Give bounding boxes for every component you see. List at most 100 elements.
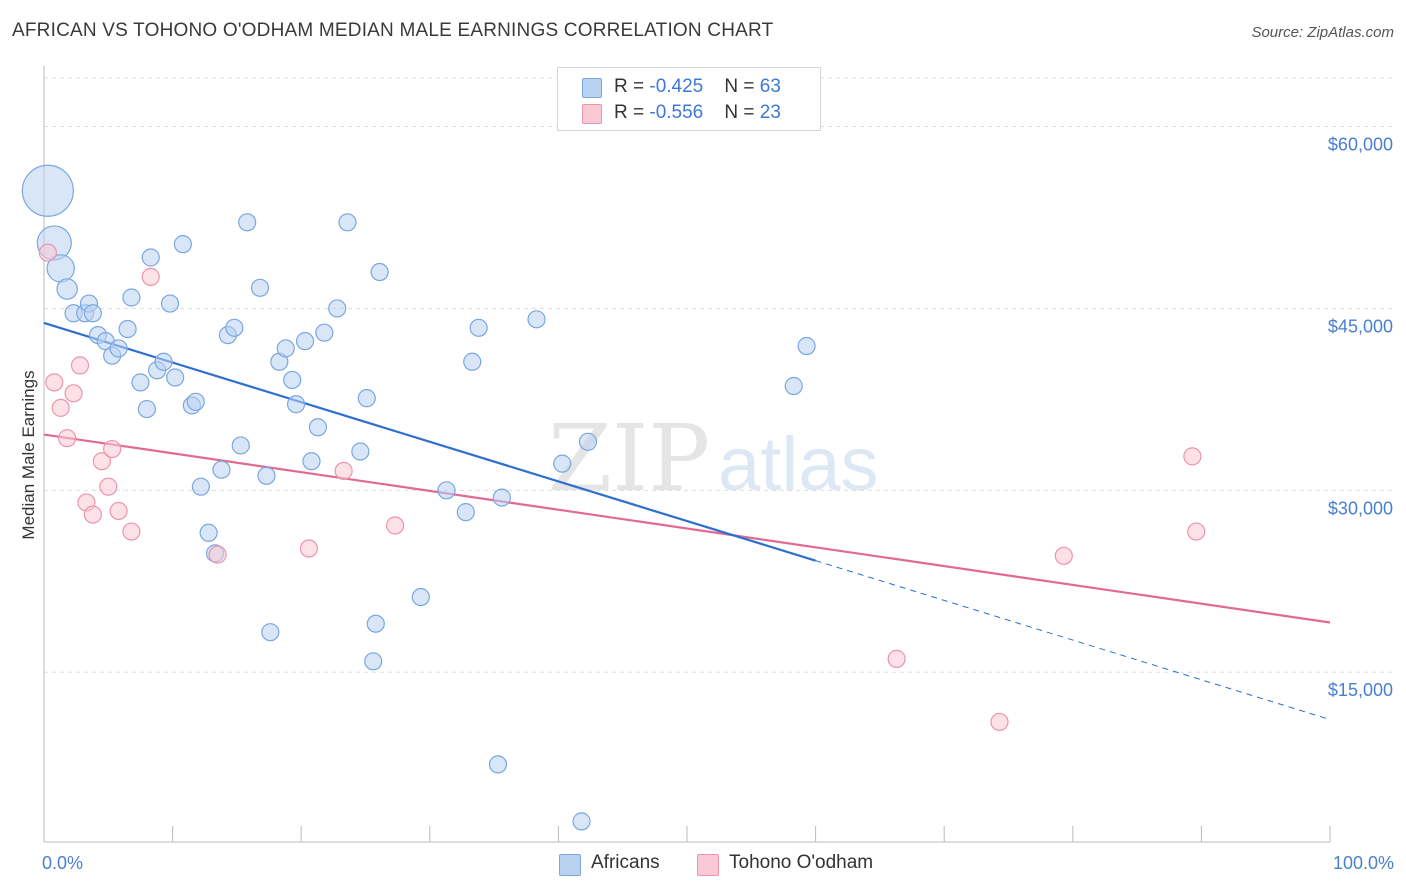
africans-point	[572, 812, 591, 831]
africans-point	[250, 278, 270, 297]
africans-point	[191, 477, 210, 496]
tohono-legend-swatch	[697, 854, 719, 876]
africans-point	[238, 213, 257, 232]
source-label: Source: ZipAtlas.com	[1251, 24, 1394, 41]
africans-point	[141, 248, 160, 267]
watermark-zip: ZIP	[548, 405, 710, 512]
tohono-point	[1054, 546, 1073, 565]
africans-point	[173, 235, 192, 254]
tohono-point	[51, 398, 70, 417]
x-tick-label-max: 100.0%	[1333, 853, 1394, 873]
africans-point	[492, 488, 511, 507]
africans-point	[231, 436, 250, 455]
legend-r-label: R =	[614, 102, 650, 123]
africans-point	[109, 339, 128, 358]
africans-point	[578, 432, 598, 451]
africans-point	[131, 373, 150, 392]
y-tick-label: $15,000	[1328, 680, 1393, 700]
legend-r-label: R =	[614, 76, 650, 97]
africans-point	[315, 323, 334, 342]
africans-point	[797, 336, 816, 356]
watermark-atlas: atlas	[718, 422, 879, 507]
tohono-point	[122, 522, 141, 541]
watermark: ZIP atlas	[548, 405, 879, 512]
africans-legend-label: Africans	[591, 852, 660, 873]
africans-point	[122, 288, 141, 307]
legend-r-value: -0.425	[649, 76, 704, 97]
africans-point	[553, 454, 572, 473]
africans-point	[784, 376, 803, 396]
tohono-point	[83, 505, 102, 524]
africans-point	[212, 460, 231, 479]
tohono-point	[208, 545, 227, 564]
tohono-point	[887, 649, 906, 668]
grid-layer	[44, 77, 1394, 673]
tohono-trend-line	[43, 433, 1331, 624]
africans-point	[21, 164, 74, 217]
tohono-point	[109, 501, 128, 521]
africans-point	[257, 466, 276, 485]
africans-point	[283, 370, 302, 390]
africans-swatch	[582, 78, 602, 98]
trend-layer	[43, 321, 1331, 720]
africans-point	[261, 623, 280, 642]
africans-point	[166, 368, 185, 387]
tohono-point	[1183, 447, 1202, 466]
tohono-point	[64, 384, 83, 403]
y-tick-label: $30,000	[1328, 498, 1393, 518]
africans-point	[302, 452, 321, 471]
africans-point	[488, 755, 508, 774]
tohono-point	[299, 539, 319, 558]
africans-legend-swatch	[559, 854, 581, 876]
africans-point	[186, 392, 205, 411]
africans-point	[351, 442, 370, 461]
africans-point	[118, 319, 137, 339]
x-tick-label-min: 0.0%	[42, 853, 83, 873]
africans-point	[527, 310, 546, 329]
africans-point	[456, 503, 475, 522]
correlation-legend: R = -0.425 N = 63 R = -0.556 N = 23	[557, 67, 821, 131]
africans-point	[225, 318, 244, 337]
tohono-point	[92, 452, 111, 471]
legend-n-label: N =	[724, 76, 760, 97]
africans-point	[308, 418, 328, 437]
tohono-point	[99, 477, 118, 496]
africans-point	[338, 213, 357, 232]
tohono-point	[1187, 522, 1206, 541]
tohono-point	[103, 439, 122, 459]
africans-point	[56, 278, 78, 300]
tohono-point	[45, 373, 64, 392]
tohono-point	[334, 461, 353, 481]
africans-point	[364, 652, 383, 671]
y-tick-labels: $15,000 $30,000 $45,000 $60,000	[1328, 135, 1393, 701]
africans-point	[366, 614, 385, 633]
tohono-point	[385, 516, 405, 535]
tohono-point	[70, 356, 90, 375]
y-axis-label: Median Male Earnings	[19, 370, 38, 539]
tohono-legend-label: Tohono O'odham	[729, 852, 874, 873]
africans-point	[199, 523, 218, 542]
africans-point	[328, 299, 347, 318]
tohono-point	[141, 267, 160, 286]
africans-point	[463, 352, 482, 371]
africans-point	[137, 399, 156, 419]
africans-point	[286, 395, 306, 414]
africans-point	[160, 294, 180, 313]
africans-point	[295, 332, 315, 351]
chart-title: AFRICAN VS TOHONO O'ODHAM MEDIAN MALE EA…	[12, 20, 774, 41]
legend-r-value: -0.556	[649, 102, 704, 123]
africans-point	[357, 389, 376, 408]
africans-point	[370, 262, 389, 282]
africans-point	[469, 318, 488, 337]
africans-point	[83, 304, 102, 323]
africans-trend-extension	[815, 560, 1331, 720]
africans-point	[411, 587, 430, 607]
legend-n-value: 63	[759, 76, 781, 97]
y-tick-label: $60,000	[1328, 135, 1393, 155]
africans-point	[437, 481, 456, 500]
legend-n-value: 23	[759, 102, 781, 123]
tohono-point	[58, 429, 77, 448]
tohono-point	[38, 243, 57, 262]
tohono-swatch	[582, 104, 602, 124]
